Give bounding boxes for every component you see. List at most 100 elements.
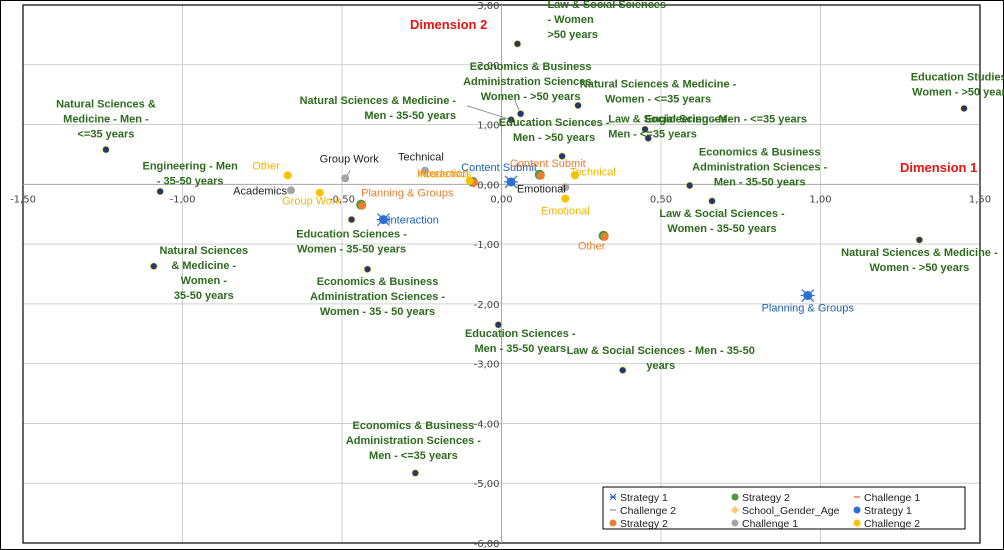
data-label: Academics: [233, 185, 287, 197]
tick-labels: -1,50 -1,00 -0,50 0,00 0,50 1,00 1,50 3,00 2,00 1…: [10, 1, 991, 550]
data-label: Other: [578, 241, 606, 253]
data-label: Engineering - Men - 35-50 years: [142, 161, 238, 188]
asterisk-icon: [609, 493, 617, 501]
challenge2-point: [315, 188, 324, 197]
challenge1-point: [341, 174, 350, 183]
group-point: [644, 134, 652, 143]
data-label: Other: [252, 160, 280, 172]
circle-marker-icon: [609, 519, 617, 527]
group-point: [347, 215, 356, 224]
group-point: [558, 152, 566, 160]
y-axis-title: Dimension 2: [410, 17, 487, 32]
legend-label: Strategy 2: [742, 492, 790, 504]
data-label: Academics: [418, 169, 472, 181]
data-label: Interaction: [417, 168, 468, 180]
legend-label: Challenge 1: [864, 492, 920, 504]
group-point: [156, 187, 164, 196]
data-label: Education Sciences -Men - 35-50 years: [465, 328, 576, 355]
group-point: [513, 40, 522, 48]
asterisk-icon: [376, 213, 391, 227]
legend-item: Strategy 1: [609, 492, 668, 504]
challenge1-point: [561, 183, 570, 192]
x-tick-label: -0,50: [329, 194, 355, 205]
legend-label: Strategy 1: [620, 492, 668, 504]
y-tick-label: -2,00: [474, 300, 500, 311]
group-point: [641, 125, 649, 134]
y-tick-label: -1,00: [474, 240, 500, 251]
group-point: [915, 236, 924, 244]
strategy2-point: [536, 171, 545, 180]
data-labels: Law & Social Sciences - Women >50 years Eco…: [56, 0, 1004, 462]
data-label: Group Work: [320, 153, 380, 165]
legend-item: Challenge 1: [731, 518, 798, 530]
legend-item: Strategy 2: [609, 518, 668, 530]
asterisk-icon: [504, 175, 519, 189]
data-label: Economics & Business Administration Scien…: [310, 276, 445, 318]
data-label: Education Sciences -Men - >50 years: [499, 117, 610, 144]
data-label: Education Sciences -Women - 35-50 years: [296, 229, 407, 256]
group-point: [686, 181, 694, 190]
y-tick-label: 1,00: [477, 121, 499, 132]
legend-item: Challenge 2: [853, 518, 920, 530]
x-tick-label: 0,50: [650, 194, 672, 205]
challenge2-point: [283, 171, 292, 180]
legend-item: Challenge 2: [610, 505, 676, 517]
diamond-marker-icon: [731, 506, 739, 514]
group-point: [960, 104, 968, 113]
y-tick-label: -3,00: [474, 360, 500, 371]
data-label: Emotional: [517, 183, 566, 195]
x-tick-label: -1,50: [10, 194, 36, 205]
data-label: Economics & Business Administration Scien…: [463, 61, 598, 103]
data-label: Planning & Groups: [762, 303, 855, 315]
challenge2-point: [465, 176, 474, 185]
group-point: [708, 197, 716, 205]
group-point: [516, 110, 525, 118]
legend-item: Strategy 1: [853, 505, 912, 517]
data-label: Law & Social Sciences - Men - 35-50 years: [567, 345, 755, 372]
legend: Strategy 1 Strategy 2 Challenge 1 Challenge…: [602, 486, 966, 530]
x-tick-label: -1,00: [170, 194, 196, 205]
y-tick-label: 0,00: [477, 180, 499, 191]
x-axis-title: Dimension 1: [900, 160, 977, 175]
leader-line: [466, 105, 512, 121]
legend-label: Challenge 2: [620, 505, 676, 517]
y-tick-label: 2,00: [477, 61, 499, 72]
x-tick-label: 1,50: [969, 194, 991, 205]
x-tick-label: 0,00: [490, 194, 512, 205]
data-label: Natural Sciences & Medicine -Women - >50…: [841, 247, 998, 274]
y-tick-label: -5,00: [474, 479, 500, 490]
asterisk-icon: [800, 289, 815, 302]
group-point: [574, 101, 582, 110]
legend-label: Challenge 1: [742, 518, 798, 530]
data-label: Natural Sciences & Medicine -Men - 35-50…: [300, 95, 457, 122]
data-label: Content Submit: [510, 158, 586, 170]
legend-item: Strategy 2: [731, 492, 790, 504]
legend-label: Strategy 2: [620, 518, 668, 530]
legend-item: Challenge 1: [854, 492, 920, 504]
data-label: Education Studies -Women - >50 years: [911, 71, 1004, 98]
group-point: [102, 145, 110, 154]
data-label: Natural Sciences & Medicine -Women -35-50…: [159, 245, 248, 302]
data-label: Law & Social Sciences Men - <=35 years: [608, 113, 727, 140]
data-label: Emotional: [541, 206, 590, 218]
data-label: Technical: [398, 152, 444, 164]
axes: [22, 4, 981, 544]
challenge1-point: [286, 186, 295, 195]
strategy2-point: [600, 232, 609, 241]
strategy2-point: [358, 201, 367, 210]
data-label: Natural Sciences & Medicine - Men -<=35 y…: [56, 99, 156, 141]
challenge1-point: [420, 166, 429, 175]
data-label: Economics & Business Administration Scien…: [346, 420, 481, 462]
data-label: Technical: [570, 166, 616, 178]
circle-marker-icon: [731, 493, 739, 501]
circle-marker-icon: [731, 519, 739, 527]
y-tick-label: -6,00: [474, 539, 500, 550]
data-label: Law & Social Sciences -Women - 35-50 yea…: [659, 208, 785, 235]
group-point: [411, 469, 420, 477]
data-label: Group Work: [282, 196, 342, 208]
data-label: Economics & Business Administration Scien…: [692, 147, 827, 189]
circle-marker-icon: [853, 519, 861, 527]
data-label: Natural Sciences & Medicine -Women - <=3…: [580, 78, 737, 105]
legend-label: School_Gender_Age: [742, 505, 840, 517]
